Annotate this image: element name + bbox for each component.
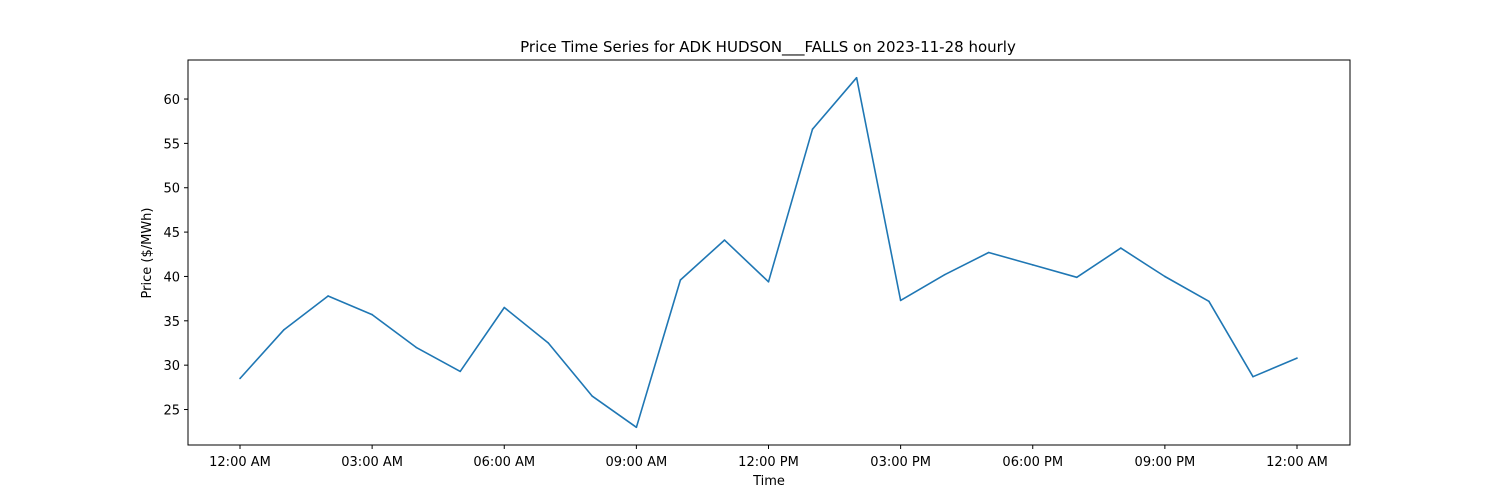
x-tick-label: 09:00 AM xyxy=(606,455,668,470)
data-point xyxy=(811,128,814,130)
x-tick-label: 06:00 AM xyxy=(473,455,535,470)
data-point xyxy=(1031,264,1034,266)
y-tick-label: 55 xyxy=(163,137,180,152)
y-tick-label: 60 xyxy=(163,93,180,108)
data-point xyxy=(371,313,373,316)
data-point xyxy=(767,280,770,283)
data-point xyxy=(723,239,726,241)
x-tick-label: 12:00 AM xyxy=(209,455,271,470)
y-tick-label: 50 xyxy=(163,182,180,197)
data-point xyxy=(1208,300,1210,303)
data-point xyxy=(855,76,858,79)
data-point xyxy=(547,342,550,344)
price-series-line xyxy=(239,76,1298,429)
data-point xyxy=(635,426,638,429)
data-point xyxy=(1296,357,1298,359)
x-tick-label: 06:00 PM xyxy=(1002,455,1063,470)
data-point xyxy=(591,395,594,398)
x-tick-label: 12:00 PM xyxy=(738,455,799,470)
data-point xyxy=(1164,275,1166,278)
y-tick-label: 25 xyxy=(163,404,180,419)
x-tick-label: 09:00 PM xyxy=(1135,455,1196,470)
data-point xyxy=(899,299,902,302)
data-point xyxy=(987,251,990,254)
data-point xyxy=(283,328,285,331)
data-point xyxy=(1120,247,1122,249)
plot-area xyxy=(187,59,1351,446)
data-point xyxy=(327,295,329,297)
x-axis: 12:00 AM 03:00 AM 06:00 AM 09:00 AM 12:00 PM… xyxy=(209,445,1328,470)
y-tick-label: 40 xyxy=(163,270,180,285)
data-point xyxy=(239,377,241,380)
y-tick-label: 45 xyxy=(163,226,180,241)
x-tick-label: 12:00 AM xyxy=(1266,455,1328,470)
chart-title: Price Time Series for ADK HUDSON___FALLS… xyxy=(520,38,1016,57)
data-point xyxy=(503,306,506,309)
data-point xyxy=(459,370,462,373)
y-tick-label: 35 xyxy=(163,315,180,330)
x-axis-title: Time xyxy=(752,474,785,489)
data-point xyxy=(1252,375,1254,378)
data-point xyxy=(679,279,682,281)
y-axis: 25 30 35 40 45 50 55 60 xyxy=(163,93,188,419)
x-tick-label: 03:00 AM xyxy=(341,455,403,470)
x-tick-label: 03:00 PM xyxy=(870,455,931,470)
data-point xyxy=(415,346,417,349)
y-tick-label: 30 xyxy=(163,359,180,374)
data-point xyxy=(943,273,946,276)
data-point xyxy=(1075,276,1078,279)
y-axis-title: Price ($/MWh) xyxy=(140,208,155,299)
